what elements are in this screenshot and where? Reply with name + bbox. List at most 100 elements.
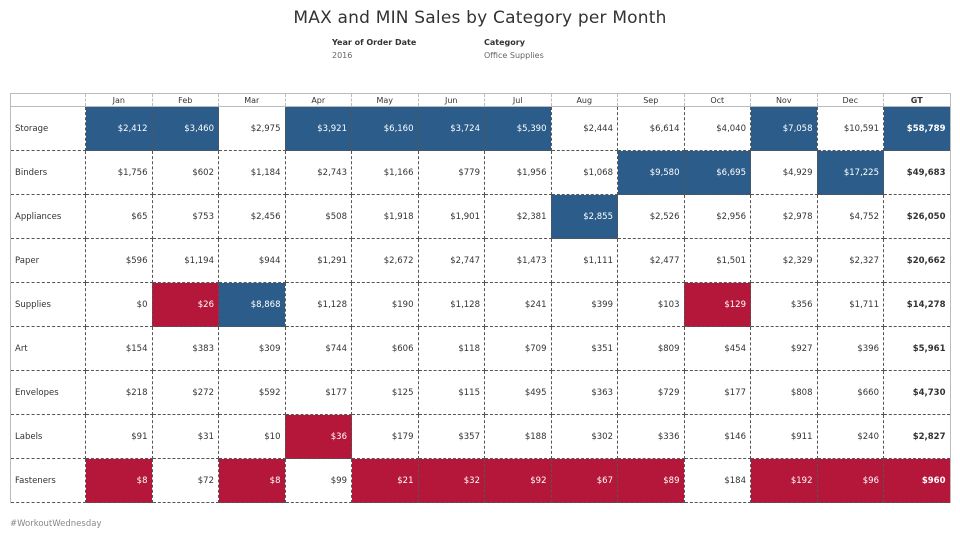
- cell-storage-aug[interactable]: $2,444: [550, 106, 618, 151]
- cell-art-apr[interactable]: $744: [284, 326, 352, 371]
- cell-labels-sep[interactable]: $336: [617, 414, 685, 459]
- column-header-sep[interactable]: Sep: [617, 93, 684, 107]
- filter-category[interactable]: Category Office Supplies: [484, 38, 636, 60]
- cell-paper-apr[interactable]: $1,291: [284, 238, 352, 283]
- cell-labels-jun[interactable]: $357: [417, 414, 485, 459]
- cell-envelopes-jul[interactable]: $495: [484, 370, 552, 415]
- cell-appliances-jan[interactable]: $65: [85, 194, 153, 239]
- column-header-jul[interactable]: Jul: [484, 93, 551, 107]
- cell-labels-apr[interactable]: $36: [284, 414, 352, 459]
- cell-supplies-sep[interactable]: $103: [617, 282, 685, 327]
- cell-fasteners-jun[interactable]: $32: [417, 458, 485, 503]
- cell-fasteners-jul[interactable]: $92: [484, 458, 552, 503]
- cell-art-aug[interactable]: $351: [550, 326, 618, 371]
- row-label-appliances[interactable]: Appliances: [10, 194, 86, 239]
- cell-supplies-feb[interactable]: $26: [151, 282, 219, 327]
- cell-appliances-sep[interactable]: $2,526: [617, 194, 685, 239]
- cell-appliances-may[interactable]: $1,918: [351, 194, 419, 239]
- cell-supplies-jul[interactable]: $241: [484, 282, 552, 327]
- cell-labels-oct[interactable]: $146: [683, 414, 751, 459]
- cell-storage-mar[interactable]: $2,975: [218, 106, 286, 151]
- cell-paper-sep[interactable]: $2,477: [617, 238, 685, 283]
- cell-art-sep[interactable]: $809: [617, 326, 685, 371]
- cell-envelopes-dec[interactable]: $660: [816, 370, 884, 415]
- row-label-paper[interactable]: Paper: [10, 238, 86, 283]
- column-header-aug[interactable]: Aug: [550, 93, 618, 107]
- cell-paper-jul[interactable]: $1,473: [484, 238, 552, 283]
- cell-appliances-jun[interactable]: $1,901: [417, 194, 485, 239]
- cell-envelopes-feb[interactable]: $272: [151, 370, 219, 415]
- cell-envelopes-sep[interactable]: $729: [617, 370, 685, 415]
- cell-labels-dec[interactable]: $240: [816, 414, 884, 459]
- cell-art-mar[interactable]: $309: [218, 326, 286, 371]
- cell-appliances-jul[interactable]: $2,381: [484, 194, 552, 239]
- cell-paper-oct[interactable]: $1,501: [683, 238, 751, 283]
- cell-storage-oct[interactable]: $4,040: [683, 106, 751, 151]
- cell-appliances-nov[interactable]: $2,978: [750, 194, 818, 239]
- cell-fasteners-mar[interactable]: $8: [218, 458, 286, 503]
- cell-storage-jan[interactable]: $2,412: [85, 106, 153, 151]
- cell-supplies-mar[interactable]: $8,868: [218, 282, 286, 327]
- row-label-supplies[interactable]: Supplies: [10, 282, 86, 327]
- cell-paper-gt[interactable]: $20,662: [883, 238, 951, 283]
- cell-storage-gt[interactable]: $58,789: [883, 106, 951, 151]
- cell-paper-jan[interactable]: $596: [85, 238, 153, 283]
- column-header-feb[interactable]: Feb: [151, 93, 219, 107]
- cell-art-jul[interactable]: $709: [484, 326, 552, 371]
- cell-labels-nov[interactable]: $911: [750, 414, 818, 459]
- cell-art-jun[interactable]: $118: [417, 326, 485, 371]
- cell-envelopes-nov[interactable]: $808: [750, 370, 818, 415]
- cell-labels-feb[interactable]: $31: [151, 414, 219, 459]
- cell-storage-jun[interactable]: $3,724: [417, 106, 485, 151]
- cell-binders-apr[interactable]: $2,743: [284, 150, 352, 195]
- cell-binders-sep[interactable]: $9,580: [617, 150, 685, 195]
- cell-storage-feb[interactable]: $3,460: [151, 106, 219, 151]
- cell-labels-jan[interactable]: $91: [85, 414, 153, 459]
- cell-binders-oct[interactable]: $6,695: [683, 150, 751, 195]
- filter-category-value[interactable]: Office Supplies: [484, 51, 544, 60]
- cell-appliances-dec[interactable]: $4,752: [816, 194, 884, 239]
- column-header-jun[interactable]: Jun: [417, 93, 485, 107]
- cell-paper-nov[interactable]: $2,329: [750, 238, 818, 283]
- cell-binders-jun[interactable]: $779: [417, 150, 485, 195]
- row-label-labels[interactable]: Labels: [10, 414, 86, 459]
- cell-fasteners-nov[interactable]: $192: [750, 458, 818, 503]
- cell-binders-nov[interactable]: $4,929: [750, 150, 818, 195]
- column-header-mar[interactable]: Mar: [218, 93, 285, 107]
- cell-envelopes-aug[interactable]: $363: [550, 370, 618, 415]
- row-label-storage[interactable]: Storage: [10, 106, 86, 151]
- cell-appliances-oct[interactable]: $2,956: [683, 194, 751, 239]
- cell-fasteners-feb[interactable]: $72: [151, 458, 219, 503]
- cell-storage-sep[interactable]: $6,614: [617, 106, 685, 151]
- cell-labels-gt[interactable]: $2,827: [883, 414, 951, 459]
- cell-fasteners-may[interactable]: $21: [351, 458, 419, 503]
- cell-storage-apr[interactable]: $3,921: [284, 106, 352, 151]
- cell-paper-dec[interactable]: $2,327: [816, 238, 884, 283]
- column-header-dec[interactable]: Dec: [816, 93, 884, 107]
- cell-paper-jun[interactable]: $2,747: [417, 238, 485, 283]
- cell-binders-aug[interactable]: $1,068: [550, 150, 618, 195]
- cell-labels-mar[interactable]: $10: [218, 414, 286, 459]
- cell-binders-dec[interactable]: $17,225: [816, 150, 884, 195]
- filter-year[interactable]: Year of Order Date 2016: [332, 38, 484, 60]
- cell-labels-may[interactable]: $179: [351, 414, 419, 459]
- cell-storage-may[interactable]: $6,160: [351, 106, 419, 151]
- column-header-oct[interactable]: Oct: [683, 93, 751, 107]
- cell-fasteners-apr[interactable]: $99: [284, 458, 352, 503]
- row-label-envelopes[interactable]: Envelopes: [10, 370, 86, 415]
- cell-supplies-jun[interactable]: $1,128: [417, 282, 485, 327]
- cell-supplies-apr[interactable]: $1,128: [284, 282, 352, 327]
- cell-supplies-jan[interactable]: $0: [85, 282, 153, 327]
- cell-fasteners-dec[interactable]: $96: [816, 458, 884, 503]
- cell-storage-jul[interactable]: $5,390: [484, 106, 552, 151]
- cell-binders-gt[interactable]: $49,683: [883, 150, 951, 195]
- cell-appliances-aug[interactable]: $2,855: [550, 194, 618, 239]
- cell-paper-aug[interactable]: $1,111: [550, 238, 618, 283]
- cell-envelopes-apr[interactable]: $177: [284, 370, 352, 415]
- cell-art-gt[interactable]: $5,961: [883, 326, 951, 371]
- cell-storage-nov[interactable]: $7,058: [750, 106, 818, 151]
- cell-paper-mar[interactable]: $944: [218, 238, 286, 283]
- cell-fasteners-oct[interactable]: $184: [683, 458, 751, 503]
- cell-supplies-aug[interactable]: $399: [550, 282, 618, 327]
- cell-labels-jul[interactable]: $188: [484, 414, 552, 459]
